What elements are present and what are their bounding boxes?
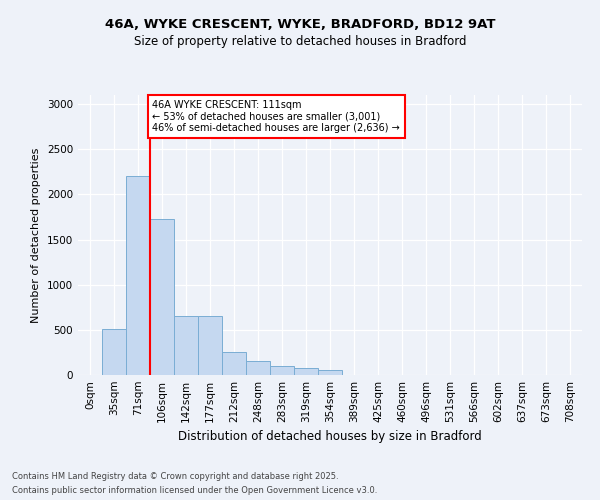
Bar	[198, 316, 222, 375]
Bar	[126, 176, 150, 375]
Bar	[174, 316, 198, 375]
Bar	[270, 366, 294, 375]
Bar	[150, 218, 174, 375]
Bar	[246, 361, 270, 375]
Text: Contains public sector information licensed under the Open Government Licence v3: Contains public sector information licen…	[12, 486, 377, 495]
Text: Contains HM Land Registry data © Crown copyright and database right 2025.: Contains HM Land Registry data © Crown c…	[12, 472, 338, 481]
Bar	[102, 329, 126, 375]
Text: Size of property relative to detached houses in Bradford: Size of property relative to detached ho…	[134, 35, 466, 48]
Bar	[222, 352, 246, 375]
Text: 46A WYKE CRESCENT: 111sqm
← 53% of detached houses are smaller (3,001)
46% of se: 46A WYKE CRESCENT: 111sqm ← 53% of detac…	[152, 100, 400, 132]
Bar	[318, 370, 342, 375]
Bar	[294, 368, 318, 375]
X-axis label: Distribution of detached houses by size in Bradford: Distribution of detached houses by size …	[178, 430, 482, 444]
Text: 46A, WYKE CRESCENT, WYKE, BRADFORD, BD12 9AT: 46A, WYKE CRESCENT, WYKE, BRADFORD, BD12…	[105, 18, 495, 30]
Y-axis label: Number of detached properties: Number of detached properties	[31, 148, 41, 322]
